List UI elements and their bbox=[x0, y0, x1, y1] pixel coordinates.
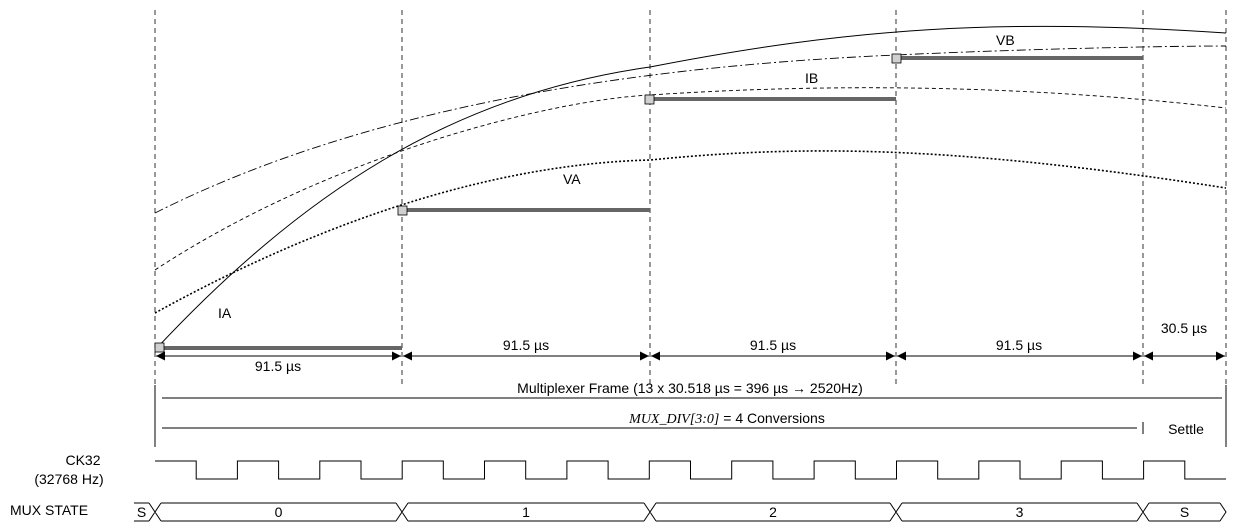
mux-div-name: MUX_DIV[3:0] bbox=[628, 412, 719, 427]
hold-bars bbox=[160, 56, 1143, 350]
clock-name: CK32 bbox=[65, 452, 100, 468]
duration-1: 91.5 µs bbox=[503, 337, 549, 353]
mux-state-label: MUX STATE bbox=[10, 502, 88, 518]
frame-brackets bbox=[154, 385, 1227, 447]
settle-label: Settle bbox=[1168, 421, 1204, 437]
mux-state-value: S bbox=[1180, 504, 1189, 520]
mux-state-bus bbox=[134, 502, 1227, 522]
boundary-lines bbox=[154, 10, 1227, 385]
duration-0-bottom: 91.5 µs bbox=[255, 358, 301, 374]
vb-label: VB bbox=[996, 32, 1015, 48]
mux-state-value: 2 bbox=[769, 504, 777, 520]
mux-state-value: 3 bbox=[1016, 504, 1024, 520]
ib-curve bbox=[154, 87, 1227, 271]
mux-state-value: 1 bbox=[522, 504, 530, 520]
mux-state-value: 0 bbox=[275, 504, 283, 520]
ia-curve bbox=[154, 25, 1227, 351]
mux-state-values: S 0 1 2 3 S bbox=[137, 504, 1189, 520]
sample-marker-vb bbox=[891, 53, 902, 64]
mux-div-rest: = 4 Conversions bbox=[719, 410, 824, 426]
va-curve bbox=[154, 150, 1227, 314]
conversions-label: MUX_DIV[3:0] = 4 Conversions bbox=[628, 410, 825, 427]
va-label: VA bbox=[563, 171, 581, 187]
ib-label: IB bbox=[805, 70, 818, 86]
sample-marker-ib bbox=[644, 94, 655, 105]
mux-state-value: S bbox=[137, 504, 146, 520]
duration-settle: 30.5 µs bbox=[1161, 320, 1207, 336]
clock-freq: (32768 Hz) bbox=[34, 471, 103, 487]
vb-curve bbox=[154, 45, 1227, 214]
ia-label: IA bbox=[218, 305, 232, 321]
duration-2: 91.5 µs bbox=[750, 337, 796, 353]
duration-3: 91.5 µs bbox=[996, 337, 1042, 353]
sample-marker-ia bbox=[154, 342, 165, 353]
clock-waveform bbox=[155, 460, 1226, 480]
frame-label: Multiplexer Frame (13 x 30.518 µs = 396 … bbox=[517, 380, 863, 396]
sample-marker-va bbox=[397, 205, 408, 216]
